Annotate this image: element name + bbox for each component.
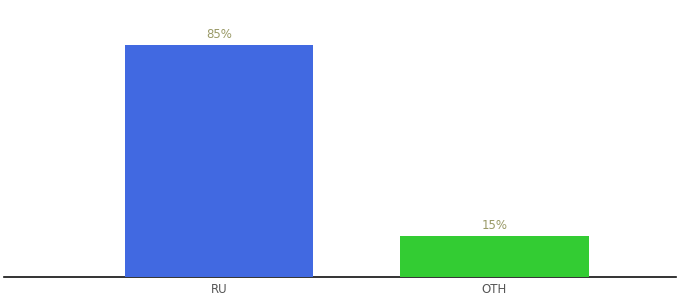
Bar bbox=[125, 45, 313, 277]
Text: 85%: 85% bbox=[206, 28, 232, 41]
Bar bbox=[401, 236, 588, 277]
Text: 15%: 15% bbox=[481, 219, 507, 232]
